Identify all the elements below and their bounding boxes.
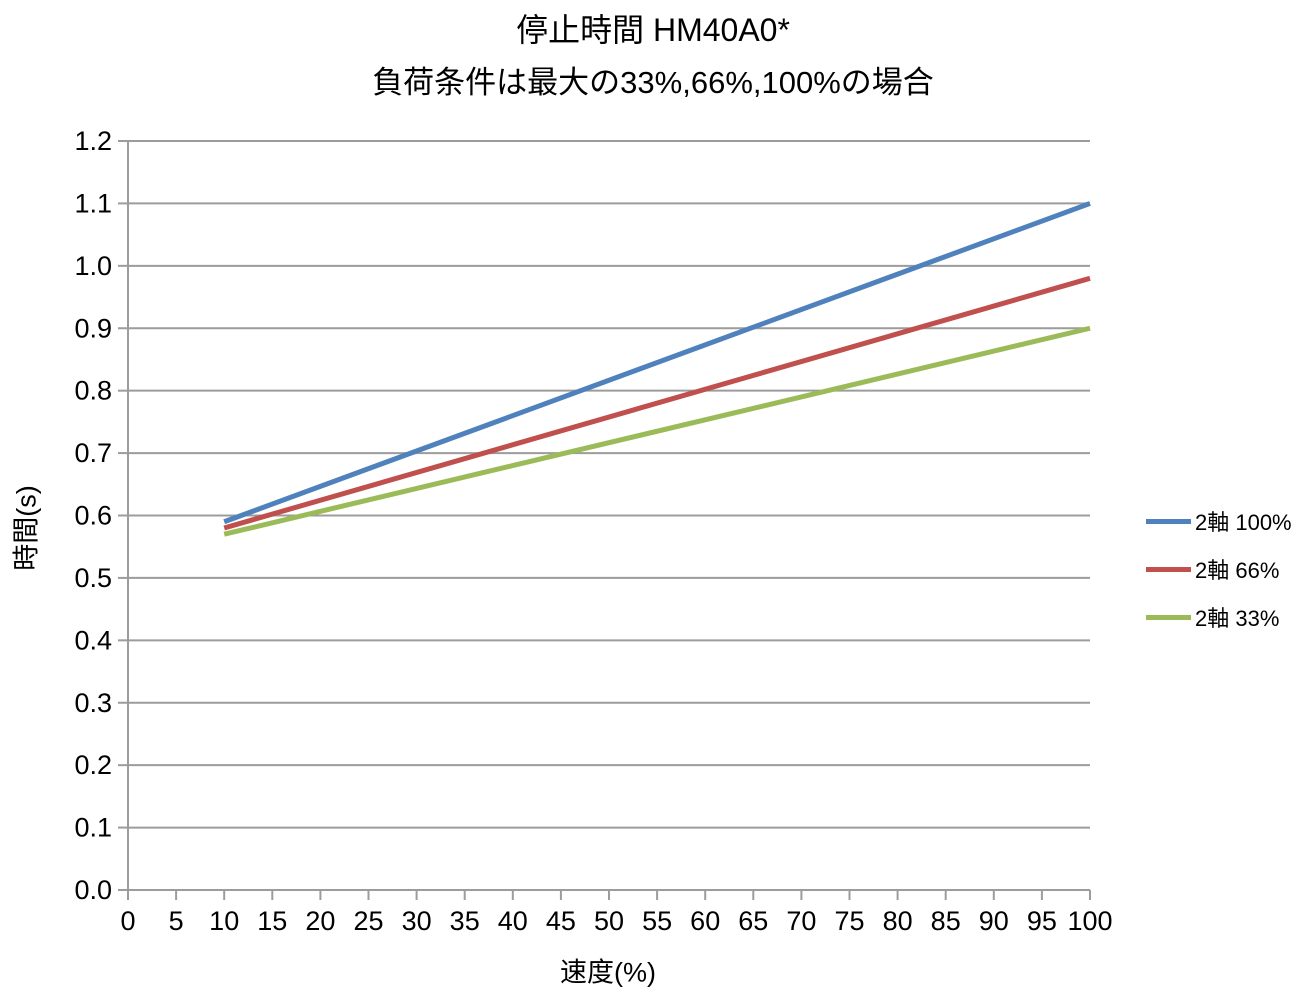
x-tick-label: 10 bbox=[209, 906, 239, 936]
x-tick-label: 55 bbox=[642, 906, 672, 936]
y-tick-label: 1.2 bbox=[74, 126, 112, 156]
legend-label: 2軸 100% bbox=[1195, 510, 1292, 535]
x-tick-label: 15 bbox=[257, 906, 287, 936]
legend-line-swatch bbox=[1146, 518, 1191, 524]
legend-item: 2軸 33% bbox=[1146, 600, 1292, 634]
x-tick-label: 25 bbox=[353, 906, 383, 936]
chart-title: 停止時間 HM40A0* bbox=[516, 12, 790, 48]
y-tick-label: 0.8 bbox=[74, 376, 112, 406]
series-line bbox=[223, 275, 1091, 531]
legend-label: 2軸 66% bbox=[1195, 558, 1280, 583]
x-tick-label: 95 bbox=[1027, 906, 1057, 936]
series-line bbox=[223, 201, 1091, 525]
x-tick-label: 85 bbox=[931, 906, 961, 936]
y-tick-label: 1.0 bbox=[74, 251, 112, 281]
x-tick-label: 50 bbox=[594, 906, 624, 936]
y-tick-label: 0.3 bbox=[74, 688, 112, 718]
legend: 2軸 100% 2軸 66% 2軸 33% bbox=[1146, 504, 1292, 634]
x-tick-label: 35 bbox=[450, 906, 480, 936]
x-tick-label: 65 bbox=[738, 906, 768, 936]
legend-item: 2軸 100% bbox=[1146, 504, 1292, 538]
y-axis-title: 時間(s) bbox=[11, 485, 42, 571]
x-tick-label: 70 bbox=[786, 906, 816, 936]
x-tick-label: 20 bbox=[305, 906, 335, 936]
y-tick-label: 0.1 bbox=[74, 813, 112, 843]
y-tick-label: 0.0 bbox=[74, 875, 112, 905]
series-line bbox=[223, 325, 1091, 537]
x-tick-label: 80 bbox=[883, 906, 913, 936]
y-tick-label: 0.9 bbox=[74, 313, 112, 343]
x-tick-label: 75 bbox=[834, 906, 864, 936]
y-tick-label: 0.6 bbox=[74, 501, 112, 531]
x-tick-label: 0 bbox=[120, 906, 135, 936]
y-tick-label: 1.1 bbox=[74, 188, 112, 218]
x-tick-label: 40 bbox=[498, 906, 528, 936]
x-tick-label: 30 bbox=[402, 906, 432, 936]
y-tick-label: 0.2 bbox=[74, 750, 112, 780]
x-tick-label: 60 bbox=[690, 906, 720, 936]
chart-subtitle: 負荷条件は最大の33%,66%,100%の場合 bbox=[372, 65, 934, 100]
y-tick-label: 0.4 bbox=[74, 625, 112, 655]
legend-item: 2軸 66% bbox=[1146, 552, 1292, 586]
x-tick-label: 90 bbox=[979, 906, 1009, 936]
legend-line-swatch bbox=[1146, 614, 1191, 620]
legend-label: 2軸 33% bbox=[1195, 606, 1280, 631]
x-tick-label: 45 bbox=[546, 906, 576, 936]
legend-line-swatch bbox=[1146, 566, 1191, 572]
y-tick-label: 0.7 bbox=[74, 438, 112, 468]
x-axis-title: 速度(%) bbox=[560, 957, 656, 988]
x-tick-label: 5 bbox=[169, 906, 184, 936]
x-tick-label: 100 bbox=[1067, 906, 1112, 936]
y-tick-label: 0.5 bbox=[74, 563, 112, 593]
